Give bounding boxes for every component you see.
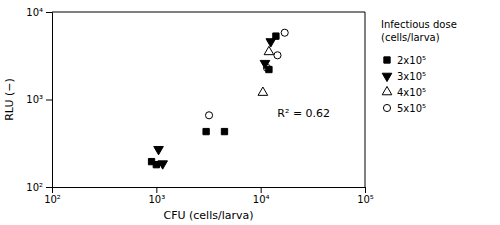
y-axis: 10² 10³ 10⁴ bbox=[26, 7, 52, 193]
chart: 10²10³10⁴10⁵10²10³10⁴CFU (cells/larva)RL… bbox=[0, 0, 500, 225]
point bbox=[221, 128, 227, 134]
tick-label: 10² bbox=[26, 182, 43, 193]
tick: 10³ bbox=[148, 187, 165, 205]
frame bbox=[52, 12, 365, 13]
x-axis: 10² 10³ 10⁴ 10⁵ bbox=[44, 187, 374, 205]
tick-label: 10⁵ bbox=[357, 194, 374, 205]
point bbox=[274, 52, 281, 59]
tick-mark bbox=[46, 12, 52, 13]
legend-item: 2x10⁵ bbox=[384, 55, 426, 66]
tick: 10⁴ bbox=[26, 7, 52, 18]
legend-symbol bbox=[382, 73, 392, 81]
tick: 10⁵ bbox=[357, 187, 374, 205]
frame bbox=[365, 12, 366, 187]
tick-mark bbox=[46, 100, 52, 101]
point bbox=[281, 29, 288, 36]
legend-title: (cells/larva) bbox=[381, 32, 440, 43]
tick-label: 10³ bbox=[26, 94, 43, 105]
point bbox=[266, 39, 276, 47]
series bbox=[148, 33, 279, 168]
axis-line bbox=[53, 188, 366, 194]
tick: 10² bbox=[26, 182, 52, 193]
legend-item: 3x10⁵ bbox=[382, 71, 426, 82]
point bbox=[258, 87, 268, 95]
legend-label: 2x10⁵ bbox=[397, 55, 426, 66]
point bbox=[264, 46, 274, 54]
series bbox=[258, 46, 274, 95]
tick-label: 10² bbox=[44, 194, 61, 205]
tick-mark bbox=[46, 187, 52, 188]
legend-item: 5x10⁵ bbox=[383, 103, 426, 114]
point bbox=[263, 64, 270, 71]
legend-symbol bbox=[383, 104, 390, 111]
plot: 10² 10³ 10⁴ 10⁵ 10² 10³ 10⁴ bbox=[26, 7, 374, 205]
tick-label: 10⁴ bbox=[26, 7, 43, 18]
legend-label: 4x10⁵ bbox=[397, 87, 426, 98]
tick-mark bbox=[261, 187, 262, 193]
legend-label: 3x10⁵ bbox=[397, 71, 426, 82]
points bbox=[148, 29, 288, 169]
legend-item: 4x10⁵ bbox=[382, 86, 426, 98]
tick-label: 10³ bbox=[148, 194, 165, 205]
axis-line bbox=[46, 13, 53, 188]
tick-mark bbox=[156, 187, 157, 193]
series bbox=[154, 39, 276, 169]
y-axis-title: RLU (−) bbox=[3, 78, 16, 121]
x-axis-title: CFU (cells/larva) bbox=[163, 209, 253, 222]
tick-mark bbox=[365, 187, 366, 193]
series bbox=[205, 29, 288, 119]
legend: Infectious dose (cells/larva) 2x10⁵ 3x10⁵ 4x… bbox=[381, 19, 457, 114]
tick-label: 10⁴ bbox=[253, 194, 270, 205]
point bbox=[154, 146, 164, 154]
tick: 10⁴ bbox=[253, 187, 270, 205]
point bbox=[158, 161, 168, 169]
point bbox=[205, 112, 212, 119]
legend-title: Infectious dose bbox=[381, 19, 457, 30]
legend-symbol bbox=[384, 57, 390, 63]
legend-label: 5x10⁵ bbox=[397, 103, 426, 114]
annotation: R² = 0.62 bbox=[277, 107, 330, 120]
tick: 10² bbox=[44, 187, 61, 205]
tick: 10³ bbox=[26, 94, 52, 105]
legend-symbol bbox=[382, 86, 392, 94]
point bbox=[203, 128, 209, 134]
